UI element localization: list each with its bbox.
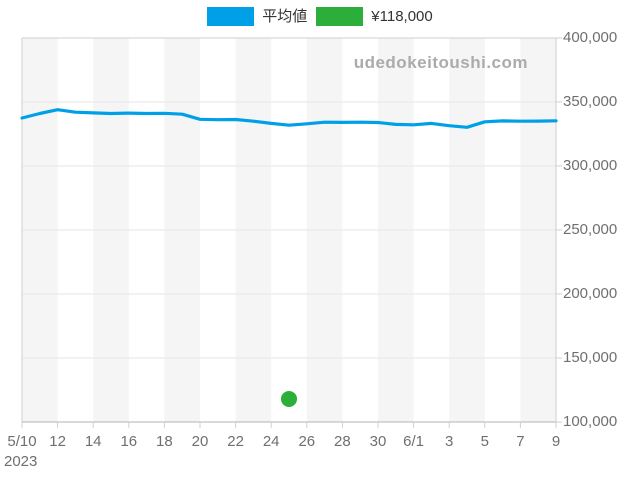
average-series-label: 平均値 [262, 8, 308, 25]
y-tick-label: 150,000 [563, 349, 618, 366]
y-tick-label: 200,000 [563, 285, 618, 302]
x-tick-label: 26 [298, 433, 316, 450]
y-tick-label: 400,000 [563, 29, 618, 46]
x-tick-label: 5 [480, 433, 489, 450]
x-tick-label: 20 [191, 433, 209, 450]
price-series-label: ¥118,000 [371, 8, 433, 25]
y-tick-label: 250,000 [563, 221, 618, 238]
x-tick-label: 5/10 [7, 433, 37, 450]
x-tick-label: 28 [334, 433, 351, 450]
watermark: udedokeitoushi.com [353, 53, 528, 72]
legend-item-average[interactable]: 平均値 [207, 7, 307, 26]
x-tick-label: 24 [262, 433, 280, 450]
x-tick-label: 3 [445, 433, 454, 450]
x-tick-label: 16 [120, 433, 138, 450]
x-axis-year-label: 2023 [4, 453, 38, 470]
y-tick-label: 100,000 [563, 413, 618, 430]
legend-item-price[interactable]: ¥118,000 [316, 7, 433, 26]
y-tick-label: 300,000 [563, 157, 618, 174]
y-tick-label: 350,000 [563, 93, 618, 110]
average-price-line[interactable] [20, 108, 558, 129]
x-tick-label: 14 [84, 433, 102, 450]
x-tick-label: 18 [156, 433, 173, 450]
price-series-swatch [316, 7, 364, 26]
x-tick-label: 9 [551, 433, 561, 450]
x-tick-label: 7 [516, 433, 525, 450]
x-tick-label: 22 [227, 433, 244, 450]
listing-price-point[interactable] [281, 390, 297, 407]
x-tick-label: 12 [49, 433, 66, 450]
x-tick-label: 30 [369, 433, 387, 450]
chart-legend: 平均値 ¥118,000 [0, 7, 640, 26]
average-series-swatch [207, 7, 255, 26]
x-tick-label: 6/1 [403, 433, 425, 450]
